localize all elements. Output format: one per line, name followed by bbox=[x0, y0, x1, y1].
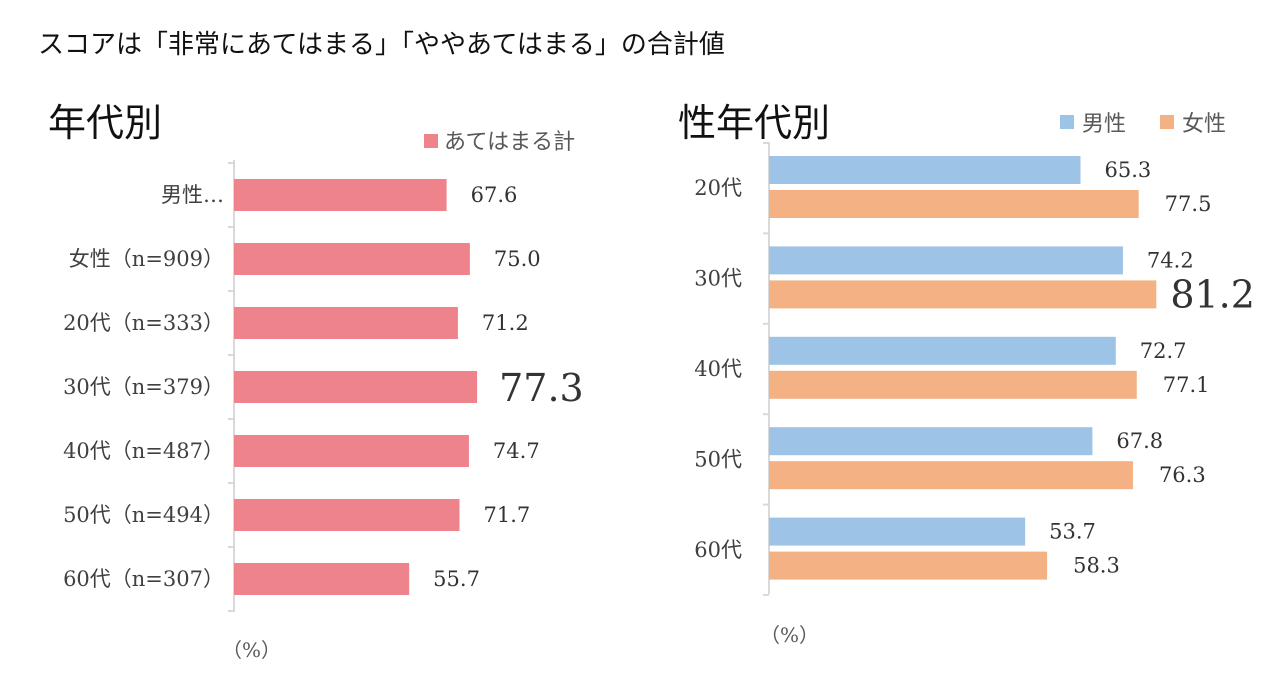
data-label-highlight: 81.2 bbox=[1170, 272, 1255, 316]
category-label: 女性（n=909） bbox=[69, 247, 224, 271]
chart-title-age: 年代別 bbox=[48, 101, 163, 145]
data-label-male: 74.2 bbox=[1147, 248, 1194, 272]
legend-label-female: 女性 bbox=[1182, 112, 1226, 137]
bar-male bbox=[769, 427, 1093, 456]
bar-female bbox=[769, 461, 1133, 490]
data-label-female: 58.3 bbox=[1073, 554, 1120, 578]
legend-swatch-male bbox=[1060, 115, 1074, 129]
data-label-male: 53.7 bbox=[1049, 520, 1096, 544]
bar-overall bbox=[234, 435, 469, 467]
bar-female bbox=[769, 370, 1137, 399]
data-label-male: 67.8 bbox=[1116, 429, 1163, 453]
data-label: 71.2 bbox=[482, 311, 529, 335]
legend-label-male: 男性 bbox=[1082, 112, 1126, 137]
data-label-male: 65.3 bbox=[1104, 158, 1151, 182]
bar-overall bbox=[234, 371, 478, 403]
chart-title-gender-age: 性年代別 bbox=[678, 101, 831, 145]
data-label-male: 72.7 bbox=[1140, 339, 1187, 363]
page-title: スコアは「非常にあてはまる」「ややあてはまる」の合計値 bbox=[38, 30, 725, 60]
data-label: 71.7 bbox=[483, 503, 530, 527]
bar-female bbox=[769, 190, 1139, 218]
category-label: 20代 bbox=[694, 176, 742, 200]
category-label: 60代 bbox=[694, 538, 742, 562]
data-label-highlight: 77.3 bbox=[499, 366, 584, 410]
legend-label-overall: あてはまる計 bbox=[444, 130, 575, 155]
category-label: 50代（n=494） bbox=[63, 503, 224, 527]
category-label: 40代 bbox=[694, 357, 742, 381]
bar-overall bbox=[234, 563, 410, 595]
category-label: 30代 bbox=[694, 267, 742, 291]
unit-label: （%） bbox=[760, 623, 819, 647]
category-label: 60代（n=307） bbox=[63, 567, 224, 591]
bar-male bbox=[769, 336, 1116, 365]
bar-female bbox=[769, 551, 1048, 580]
category-label: 20代（n=333） bbox=[63, 311, 224, 335]
data-label: 75.0 bbox=[494, 247, 541, 271]
category-label: 40代（n=487） bbox=[63, 439, 224, 463]
bar-overall bbox=[234, 307, 458, 339]
category-label: 男性… bbox=[161, 183, 224, 207]
legend-swatch-female bbox=[1160, 115, 1174, 129]
bar-male bbox=[769, 246, 1123, 275]
category-label: 30代（n=379） bbox=[63, 375, 224, 399]
legend-swatch-overall bbox=[424, 134, 438, 148]
unit-label: （%） bbox=[222, 638, 281, 662]
category-label: 50代 bbox=[694, 447, 742, 471]
data-label: 74.7 bbox=[493, 439, 540, 463]
bar-male bbox=[769, 517, 1026, 546]
bar-overall bbox=[234, 243, 470, 275]
data-label-female: 77.5 bbox=[1165, 192, 1212, 216]
data-label: 67.6 bbox=[471, 183, 518, 207]
bar-overall bbox=[234, 499, 460, 531]
data-label-female: 76.3 bbox=[1159, 463, 1206, 487]
data-label-female: 77.1 bbox=[1163, 373, 1210, 397]
bar-male bbox=[769, 156, 1081, 184]
bar-overall bbox=[234, 179, 447, 211]
data-label: 55.7 bbox=[433, 567, 480, 591]
bar-female bbox=[769, 280, 1157, 309]
